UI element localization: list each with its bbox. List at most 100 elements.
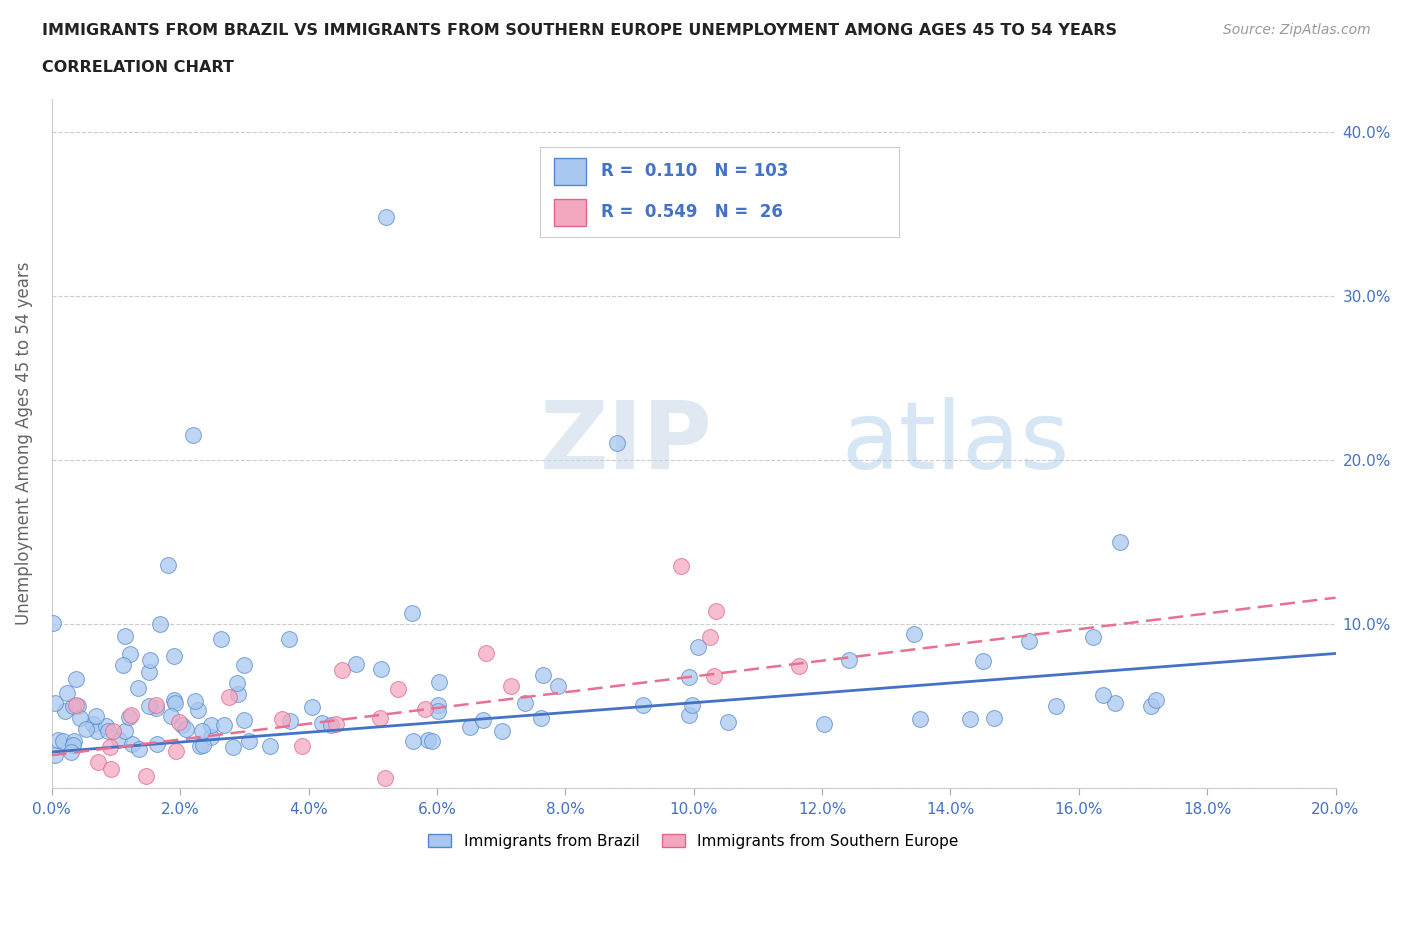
Point xyxy=(259,738,281,753)
Point xyxy=(218,690,240,705)
Point xyxy=(669,559,692,574)
Point xyxy=(1045,699,1067,714)
Point xyxy=(107,733,129,748)
Point xyxy=(118,646,141,661)
Point xyxy=(704,604,727,618)
Point xyxy=(374,209,396,224)
Point xyxy=(86,754,108,769)
Point xyxy=(100,762,122,777)
Point xyxy=(96,719,118,734)
Point xyxy=(278,631,301,646)
Point xyxy=(67,698,90,713)
Point xyxy=(416,733,439,748)
Text: IMMIGRANTS FROM BRAZIL VS IMMIGRANTS FROM SOUTHERN EUROPE UNEMPLOYMENT AMONG AGE: IMMIGRANTS FROM BRAZIL VS IMMIGRANTS FRO… xyxy=(42,23,1118,38)
Point xyxy=(631,698,654,712)
Point xyxy=(226,676,249,691)
Point xyxy=(426,703,449,718)
Point xyxy=(232,713,254,728)
Point xyxy=(101,724,124,738)
Point xyxy=(1104,696,1126,711)
Point xyxy=(163,648,186,663)
Point xyxy=(344,658,367,672)
Point xyxy=(959,711,981,726)
Point xyxy=(41,616,63,631)
Point xyxy=(501,679,523,694)
Point xyxy=(165,744,187,759)
Point xyxy=(56,685,79,700)
Point xyxy=(44,747,66,762)
Point xyxy=(226,687,249,702)
Legend: Immigrants from Brazil, Immigrants from Southern Europe: Immigrants from Brazil, Immigrants from … xyxy=(420,826,966,857)
Point xyxy=(183,694,205,709)
Point xyxy=(139,652,162,667)
Point xyxy=(374,771,396,786)
Point xyxy=(787,658,810,673)
Point xyxy=(910,711,932,726)
Point xyxy=(221,739,243,754)
Point xyxy=(530,711,553,726)
Point xyxy=(606,436,628,451)
Point xyxy=(301,699,323,714)
Text: CORRELATION CHART: CORRELATION CHART xyxy=(42,60,233,75)
Point xyxy=(1091,688,1114,703)
Point xyxy=(271,711,294,726)
Point xyxy=(1018,633,1040,648)
Point xyxy=(291,739,314,754)
Point xyxy=(413,701,436,716)
Point xyxy=(174,722,197,737)
Point xyxy=(515,695,537,710)
Point xyxy=(209,631,232,646)
Point xyxy=(972,653,994,668)
Point xyxy=(145,737,167,751)
Point xyxy=(200,730,222,745)
Point xyxy=(232,658,254,672)
Point xyxy=(531,668,554,683)
Point xyxy=(97,724,120,738)
Text: Source: ZipAtlas.com: Source: ZipAtlas.com xyxy=(1223,23,1371,37)
Point xyxy=(165,696,187,711)
Point xyxy=(699,629,721,644)
Point xyxy=(678,670,700,684)
Point xyxy=(325,716,347,731)
Point xyxy=(98,740,121,755)
Point xyxy=(429,674,451,689)
Point xyxy=(114,629,136,644)
Point xyxy=(84,708,107,723)
Point xyxy=(370,662,392,677)
Point xyxy=(475,645,498,660)
Point xyxy=(118,710,141,724)
Point xyxy=(1081,629,1104,644)
Point xyxy=(212,718,235,733)
Point xyxy=(145,701,167,716)
Point xyxy=(127,681,149,696)
Point xyxy=(471,712,494,727)
Point xyxy=(903,627,925,642)
Point xyxy=(82,717,104,732)
Point xyxy=(1109,535,1132,550)
Text: atlas: atlas xyxy=(841,397,1070,489)
Point xyxy=(387,682,409,697)
Point xyxy=(200,718,222,733)
Point xyxy=(686,640,709,655)
Point xyxy=(368,711,391,725)
Point xyxy=(65,698,87,712)
Point xyxy=(167,714,190,729)
Point xyxy=(678,708,700,723)
Point xyxy=(135,768,157,783)
Point xyxy=(703,669,725,684)
Point xyxy=(111,658,134,672)
Point xyxy=(44,696,66,711)
Point xyxy=(172,717,194,732)
Point xyxy=(156,558,179,573)
Point xyxy=(53,704,76,719)
Point xyxy=(190,739,212,754)
Point xyxy=(401,606,423,621)
Text: ZIP: ZIP xyxy=(540,397,713,489)
Point xyxy=(717,714,740,729)
Point xyxy=(838,652,860,667)
Point xyxy=(1144,693,1167,708)
Point xyxy=(59,745,82,760)
Point xyxy=(402,734,425,749)
Point xyxy=(62,737,84,752)
Point xyxy=(1140,699,1163,714)
